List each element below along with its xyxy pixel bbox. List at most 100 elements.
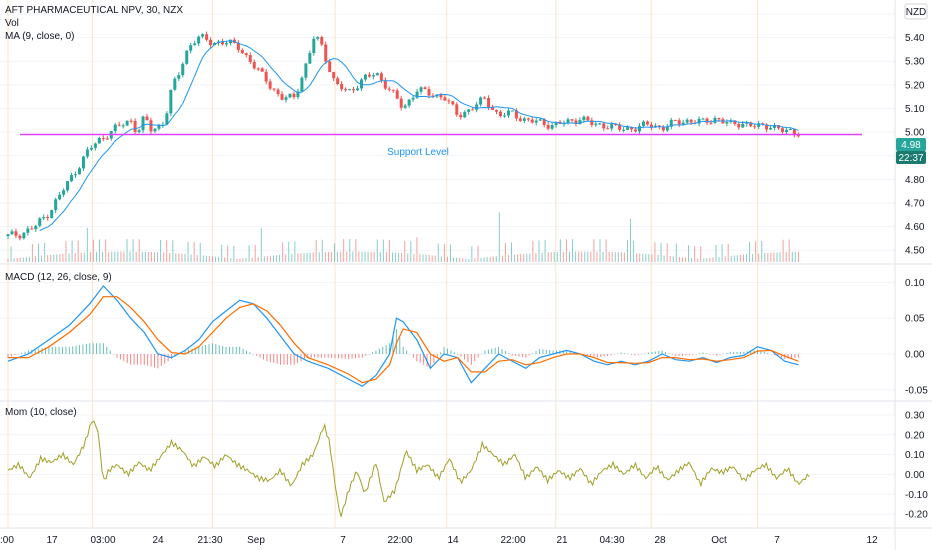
price-tick-label: 5.40	[905, 33, 925, 44]
volume-bar	[330, 251, 332, 262]
volume-bar	[190, 254, 192, 262]
macd-legend[interactable]: MACD (12, 26, close, 9)	[5, 272, 112, 283]
macd-hist-bar	[515, 354, 517, 356]
volume-bar	[352, 251, 354, 262]
volume-bar	[218, 256, 220, 262]
volume-bar	[565, 239, 567, 262]
candle-body	[81, 156, 85, 169]
macd-hist-bar	[406, 350, 408, 354]
volume-bar	[221, 244, 223, 262]
macd-hist-bar	[96, 343, 98, 354]
volume-bar	[251, 257, 253, 262]
macd-hist-bar	[484, 350, 486, 354]
volume-bar	[471, 246, 473, 262]
macd-hist-bar	[372, 352, 374, 354]
macd-hist-bar	[143, 354, 145, 365]
macd-hist-bar	[164, 354, 166, 364]
currency-button[interactable]: NZD	[904, 3, 928, 20]
macd-hist-bar	[215, 344, 217, 354]
volume-bar	[111, 251, 113, 262]
time-tick-label: 04:30	[599, 535, 624, 546]
volume-bar	[569, 251, 571, 262]
volume-bar	[297, 253, 299, 262]
macd-hist-bar	[481, 354, 483, 355]
macd-axis[interactable]: 0.10 0.05 0.00 -0.05	[905, 278, 928, 397]
symbol-title[interactable]: AFT PHARMACEUTICAL NPV, 30, NZX	[5, 5, 183, 16]
macd-hist-bar	[140, 354, 142, 365]
candle-body	[431, 95, 435, 97]
volume-bar	[706, 258, 708, 262]
volume-bar	[193, 242, 195, 262]
candle-body	[685, 119, 689, 123]
price-tick-label: 5.30	[905, 57, 925, 68]
candle-body	[606, 128, 610, 130]
macd-hist-bar	[228, 346, 230, 354]
candle-body	[479, 97, 483, 105]
price-tick-label: 4.70	[905, 198, 925, 209]
momentum-legend[interactable]: Mom (10, close)	[5, 407, 77, 418]
volume-bar	[541, 252, 543, 262]
volume-bar	[59, 254, 61, 262]
candle-body	[673, 119, 677, 121]
volume-bar	[260, 227, 262, 262]
volume-bar	[337, 251, 339, 262]
candle-body	[328, 61, 332, 73]
macd-hist-bar	[518, 354, 520, 357]
volume-bar	[590, 251, 592, 262]
volume-bar	[501, 255, 503, 262]
candle-body	[638, 125, 642, 132]
volume-legend[interactable]: Vol	[5, 18, 19, 29]
volume-bar	[770, 252, 772, 262]
candle-body	[336, 78, 340, 85]
macd-hist-bar	[552, 350, 554, 354]
macd-line	[7, 284, 799, 388]
momentum-axis[interactable]: 0.30 0.20 0.10 0.00 -0.10 -0.20	[905, 410, 928, 520]
time-tick-label: 7	[340, 535, 346, 546]
volume-bar	[767, 252, 769, 262]
volume-bar	[99, 239, 101, 262]
macd-hist-bar	[767, 352, 769, 354]
candle-body	[197, 36, 201, 44]
candle-body	[185, 50, 189, 64]
volume-bar	[172, 240, 174, 262]
candle-body	[260, 68, 264, 72]
ma-legend[interactable]: MA (9, close, 0)	[5, 31, 74, 42]
macd-hist-bar	[171, 354, 173, 360]
candle-body	[780, 128, 784, 133]
volume-bar	[22, 257, 24, 262]
volume-bar	[718, 256, 720, 262]
macd-tick-label: 0.00	[905, 350, 925, 361]
time-tick-label: 22:00	[500, 535, 525, 546]
macd-hist-bar	[198, 346, 200, 354]
volume-bar	[730, 255, 732, 262]
volume-bar	[791, 251, 793, 262]
price-axis[interactable]: 5.505.405.305.205.105.004.904.804.704.60…	[905, 10, 925, 257]
volume-bar	[672, 256, 674, 262]
volume-bar	[254, 244, 256, 262]
candle-body	[411, 97, 415, 100]
macd-hist-bar	[419, 354, 421, 363]
macd-hist-bar	[395, 328, 397, 354]
macd-hist-bar	[351, 354, 353, 359]
volume-bar	[318, 252, 320, 262]
candle-body	[189, 45, 193, 51]
macd-hist-bar	[273, 354, 275, 363]
momentum-tick-label: 0.10	[905, 450, 925, 461]
volume-bar	[205, 255, 207, 262]
volume-bar	[431, 255, 433, 262]
candle-body	[598, 123, 602, 125]
volume-bar	[504, 242, 506, 262]
volume-bar	[401, 252, 403, 262]
volume-bar	[486, 257, 488, 262]
macd-hist-bar	[280, 354, 282, 365]
volume-bar	[68, 253, 70, 262]
candle-body	[113, 124, 117, 132]
volume-bar	[636, 253, 638, 262]
macd-hist-bar	[712, 354, 714, 355]
candle-body	[769, 127, 773, 130]
volume-bar	[62, 253, 64, 262]
volume-bar	[459, 257, 461, 262]
volume-bar	[797, 251, 799, 262]
time-axis[interactable]: :00 17 03:00 24 21:30 Sep 7 22:00 14 22:00 21 04:30…	[0, 535, 878, 546]
macd-hist-bar	[555, 350, 557, 354]
